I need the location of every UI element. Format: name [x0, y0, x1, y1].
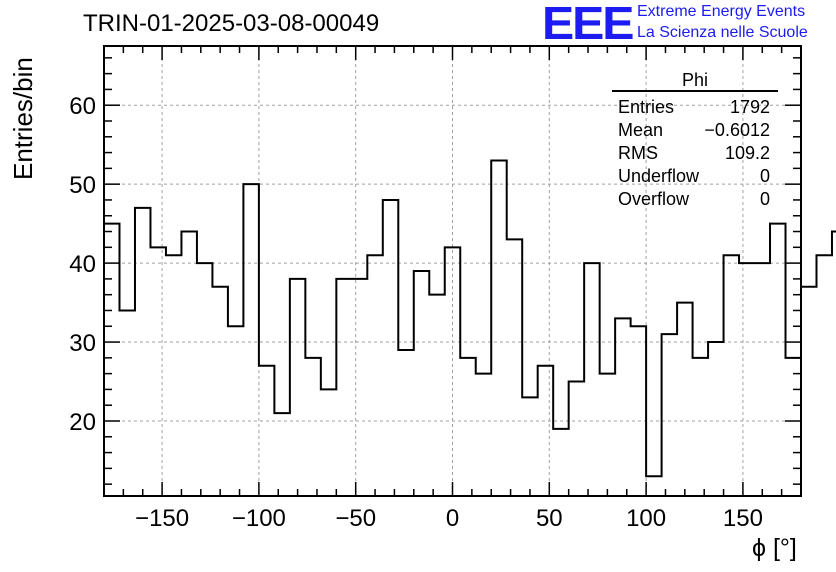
histogram-bin [816, 255, 831, 496]
stats-value: 0 [759, 166, 770, 186]
stats-value: 0 [759, 189, 770, 209]
histogram-bin [274, 413, 289, 496]
histogram-bin [305, 358, 320, 496]
stats-value: 1792 [729, 97, 770, 117]
stats-label: RMS [618, 143, 658, 163]
x-tick-label: 0 [446, 505, 459, 532]
histogram-bin [739, 263, 754, 496]
histogram-bin [166, 255, 181, 496]
histogram-bin [228, 326, 243, 496]
x-tick-label: −100 [232, 505, 286, 532]
histogram-bin [538, 366, 553, 496]
histogram-bin [724, 255, 739, 496]
histogram-bin [801, 287, 816, 496]
chart-title: TRIN-01-2025-03-08-00049 [83, 10, 380, 37]
histogram-bin [662, 334, 677, 496]
logo-subtitle-2: La Scienza nelle Scuole [637, 24, 808, 41]
stats-row-underflow: Underflow 0 [612, 165, 778, 188]
x-tick-label: 150 [723, 505, 763, 532]
histogram-bin [259, 366, 274, 496]
stats-value: 109.2 [724, 143, 770, 163]
histogram-bin [677, 303, 692, 496]
histogram-bin [445, 247, 460, 496]
x-tick-label: −150 [135, 505, 189, 532]
histogram-bin [786, 358, 801, 496]
histogram-bin [290, 279, 305, 496]
histogram-bin [352, 279, 367, 496]
histogram-bin [336, 279, 351, 496]
histogram-bin [243, 184, 258, 496]
histogram-bin [708, 342, 723, 496]
x-tick-label: 100 [626, 505, 666, 532]
stats-row-mean: Mean −0.6012 [612, 119, 778, 142]
histogram-bin [476, 374, 491, 496]
histogram-bin [383, 200, 398, 496]
y-tick-label: 30 [69, 330, 96, 357]
histogram-bin [646, 476, 661, 496]
histogram-bin [584, 263, 599, 496]
y-tick-label: 60 [69, 93, 96, 120]
histogram-bin [615, 318, 630, 496]
y-tick-label: 20 [69, 409, 96, 436]
stats-row-rms: RMS 109.2 [612, 142, 778, 165]
stats-row-overflow: Overflow 0 [612, 188, 778, 211]
histogram-bin [367, 255, 382, 496]
stats-label: Entries [618, 97, 675, 117]
y-tick-label: 50 [69, 172, 96, 199]
histogram-bin [197, 263, 212, 496]
stats-label: Overflow [618, 189, 690, 209]
stats-row-entries: Entries 1792 [612, 96, 778, 119]
stats-label: Mean [618, 120, 664, 140]
histogram-line [104, 159, 836, 478]
histogram-bin [414, 271, 429, 496]
histogram-bin [135, 208, 150, 496]
histogram-bin [755, 263, 770, 496]
histogram-bin [104, 224, 119, 496]
histogram-bin [693, 358, 708, 496]
histogram-bin [460, 358, 475, 496]
histogram-bin [553, 429, 568, 496]
x-axis-label: ϕ [°] [752, 534, 797, 562]
histogram-bin [119, 310, 134, 496]
histogram-bin [212, 287, 227, 496]
histogram-bin [398, 350, 413, 496]
histogram-bin [600, 374, 615, 496]
histogram-bin [321, 389, 336, 496]
histogram-bin [429, 295, 444, 496]
histogram-bin [491, 160, 506, 496]
histogram-bin [522, 397, 537, 496]
x-tick-label: 50 [536, 505, 563, 532]
histogram-bin [832, 232, 836, 496]
y-axis-label: Entries/bin [8, 57, 38, 180]
histogram-bin [507, 239, 522, 496]
eee-logo: EEE [542, 0, 634, 49]
histogram-bin [569, 382, 584, 496]
logo-subtitle-1: Extreme Energy Events [637, 3, 806, 20]
y-tick-label: 40 [69, 251, 96, 278]
stats-value: −0.6012 [704, 120, 770, 140]
histogram-bin [770, 224, 785, 496]
histogram-bin [150, 247, 165, 496]
histogram-bin [631, 326, 646, 496]
histogram-bin [181, 232, 196, 496]
x-tick-label: −50 [335, 505, 376, 532]
stats-label: Underflow [618, 166, 700, 186]
stats-box: Phi Entries 1792 Mean −0.6012 RMS 109.2 … [612, 70, 778, 211]
stats-title: Phi [612, 70, 778, 92]
